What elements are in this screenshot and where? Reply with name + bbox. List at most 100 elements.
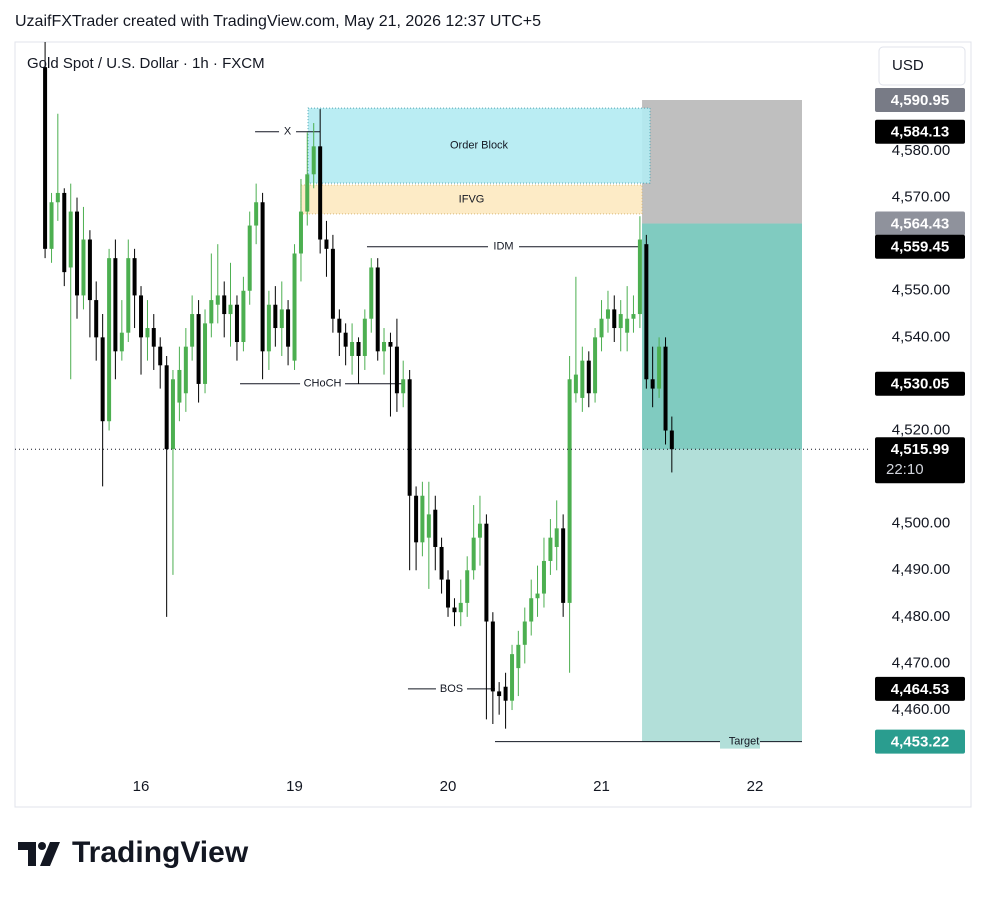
logo-mark: [40, 842, 60, 866]
candle-body: [215, 295, 220, 305]
logo-text: TradingView: [72, 836, 249, 869]
candle-body: [343, 332, 348, 347]
y-tick-label: 4,480.00: [892, 608, 950, 625]
position-badge-label: 4,590.95: [891, 92, 949, 109]
logo: TradingView: [18, 836, 249, 869]
candle-body: [446, 579, 451, 608]
candle-body: [139, 295, 144, 338]
candle-body: [49, 202, 54, 249]
candle-body: [241, 290, 246, 343]
candle-body: [350, 342, 355, 356]
y-tick-label: 4,490.00: [892, 561, 950, 578]
candle-body: [209, 300, 214, 324]
position-badge: [875, 729, 965, 754]
target-text: Target: [729, 736, 760, 748]
candle-body: [663, 346, 668, 431]
candle-body: [43, 67, 48, 249]
candle-body: [593, 337, 598, 394]
header-text: UzaifFXTrader created with TradingView.c…: [15, 13, 541, 30]
y-tick-label: 4,500.00: [892, 515, 950, 532]
candle-body: [273, 304, 278, 329]
stop-zone: [642, 99, 802, 224]
level-badge-label: 4,584.13: [891, 124, 949, 141]
candle-body: [170, 379, 175, 450]
candle-body: [388, 342, 393, 347]
candle-body: [356, 342, 361, 356]
candle-body: [183, 346, 188, 394]
candle-body: [535, 593, 540, 599]
y-tick-label: 4,520.00: [892, 421, 950, 438]
candle-body: [311, 146, 316, 175]
candle-body: [196, 314, 201, 384]
y-tick-label: 4,540.00: [892, 328, 950, 345]
currency-label[interactable]: USD: [892, 57, 924, 74]
zone: [300, 184, 643, 215]
position-badge: [875, 87, 965, 112]
candle-body: [324, 239, 329, 249]
candle-body: [394, 346, 399, 394]
x-tick-label: 19: [286, 778, 303, 795]
candle-body: [369, 267, 374, 319]
candle-body: [254, 202, 259, 226]
candle-body: [305, 174, 310, 212]
candle-body: [286, 309, 291, 347]
candle-body: [477, 523, 482, 538]
candle-body: [145, 328, 150, 338]
countdown: 22:10: [886, 461, 924, 478]
candle-body: [337, 318, 342, 333]
candle-body: [420, 495, 425, 543]
candle-body: [62, 192, 67, 273]
level-badge-label: 4,464.53: [891, 681, 949, 698]
position-badge-label: 4,564.43: [891, 216, 949, 233]
candle-body: [490, 621, 495, 692]
candle-body: [87, 239, 92, 301]
annotation-text: CHoCH: [304, 378, 342, 390]
candle-body: [573, 374, 578, 394]
candle-body: [234, 304, 239, 343]
level-badge-label: 4,559.45: [891, 239, 949, 256]
chart-border: [14, 41, 972, 808]
candle-body: [465, 570, 470, 603]
candle-body: [599, 318, 604, 338]
candle-body: [222, 295, 227, 315]
candle-body: [158, 346, 163, 366]
candle-body: [637, 239, 642, 315]
candle-body: [541, 560, 546, 594]
candle-body: [177, 369, 182, 403]
candle-body: [107, 258, 112, 422]
candle-body: [452, 607, 457, 613]
candle-body: [190, 314, 195, 347]
candle-body: [151, 328, 156, 347]
candle-body: [426, 514, 431, 538]
y-tick-label: 4,550.00: [892, 282, 950, 299]
candle-body: [330, 248, 335, 319]
candle-body: [586, 360, 591, 394]
y-tick-label: 4,470.00: [892, 654, 950, 671]
last-price-badge: [875, 437, 965, 484]
candle-body: [126, 258, 131, 333]
candle-body: [100, 337, 105, 422]
candle-body: [657, 346, 662, 389]
level-badge: [875, 119, 965, 144]
candle-body: [516, 644, 521, 669]
position-badge-label: 4,453.22: [891, 734, 949, 751]
candle-body: [433, 509, 438, 547]
chart-title: Gold Spot / U.S. Dollar · 1h · FXCM: [27, 55, 265, 72]
candle-body: [458, 602, 463, 613]
level-badge-label: 4,530.05: [891, 376, 949, 393]
candle-body: [631, 314, 636, 319]
candle-body: [548, 537, 553, 561]
candle-body: [484, 523, 489, 622]
candle-body: [580, 360, 585, 398]
currency-button[interactable]: [878, 46, 966, 86]
candle-body: [119, 332, 124, 352]
x-tick-label: 20: [440, 778, 457, 795]
candle-body: [164, 365, 169, 450]
candle-body: [605, 309, 610, 319]
candle-body: [382, 342, 387, 352]
candle-body: [554, 528, 559, 547]
candle-body: [318, 146, 323, 240]
y-tick-label: 4,580.00: [892, 142, 950, 159]
candle-body: [503, 686, 508, 701]
